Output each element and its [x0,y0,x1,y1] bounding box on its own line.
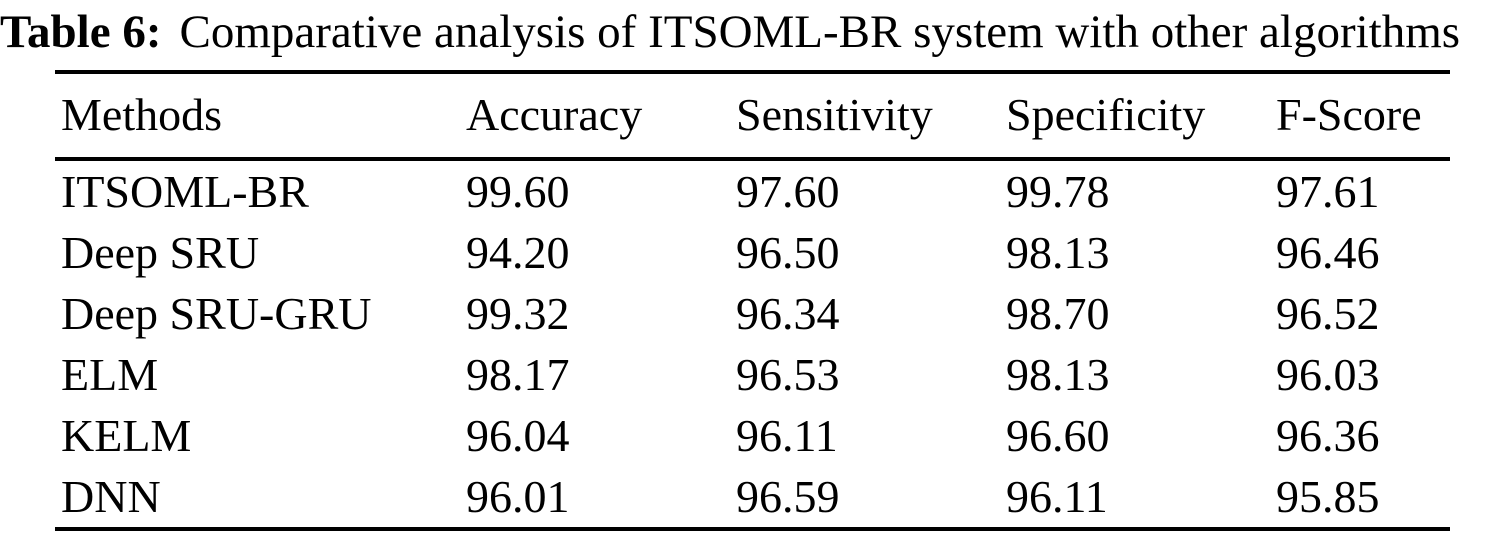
header-row: Methods Accuracy Sensitivity Specificity… [55,72,1450,160]
table-row: Deep SRU-GRU 99.32 96.34 98.70 96.52 [55,283,1450,344]
col-header-accuracy: Accuracy [466,89,643,141]
sensitivity-cell: 96.50 [736,227,840,279]
sensitivity-cell: 97.60 [736,166,840,218]
accuracy-cell: 99.32 [466,288,570,340]
table-row: DNN 96.01 96.59 96.11 95.85 [55,466,1450,529]
specificity-cell: 98.13 [1006,349,1110,401]
method-cell: KELM [61,410,192,462]
fscore-cell: 96.36 [1276,410,1380,462]
method-cell: Deep SRU-GRU [61,288,372,340]
comparison-table: Methods Accuracy Sensitivity Specificity… [55,70,1450,531]
sensitivity-cell: 96.53 [736,349,840,401]
fscore-cell: 96.03 [1276,349,1380,401]
method-cell: ITSOML-BR [61,166,309,218]
sensitivity-cell: 96.34 [736,288,840,340]
accuracy-cell: 96.01 [466,471,570,523]
accuracy-cell: 99.60 [466,166,570,218]
col-header-specificity: Specificity [1006,89,1206,141]
table-row: KELM 96.04 96.11 96.60 96.36 [55,405,1450,466]
accuracy-cell: 96.04 [466,410,570,462]
fscore-cell: 95.85 [1276,471,1380,523]
specificity-cell: 98.13 [1006,227,1110,279]
caption-text: Comparative analysis of ITSOML-BR system… [179,6,1461,58]
table-row: Deep SRU 94.20 96.50 98.13 96.46 [55,222,1450,283]
method-cell: ELM [61,349,159,401]
method-cell: DNN [61,471,161,523]
accuracy-cell: 94.20 [466,227,570,279]
col-header-fscore: F-Score [1276,89,1422,141]
specificity-cell: 98.70 [1006,288,1110,340]
table-row: ELM 98.17 96.53 98.13 96.03 [55,344,1450,405]
specificity-cell: 96.60 [1006,410,1110,462]
table-figure: Table 6: Comparative analysis of ITSOML-B… [0,4,1504,531]
sensitivity-cell: 96.59 [736,471,840,523]
table-caption: Table 6: Comparative analysis of ITSOML-B… [0,4,1504,60]
col-header-methods: Methods [61,89,222,141]
table-row: ITSOML-BR 99.60 97.60 99.78 97.61 [55,159,1450,222]
accuracy-cell: 98.17 [466,349,570,401]
col-header-sensitivity: Sensitivity [736,89,933,141]
specificity-cell: 96.11 [1006,471,1108,523]
caption-label: Table 6: [0,6,162,58]
fscore-cell: 96.46 [1276,227,1380,279]
fscore-cell: 97.61 [1276,166,1380,218]
sensitivity-cell: 96.11 [736,410,838,462]
method-cell: Deep SRU [61,227,260,279]
fscore-cell: 96.52 [1276,288,1380,340]
specificity-cell: 99.78 [1006,166,1110,218]
